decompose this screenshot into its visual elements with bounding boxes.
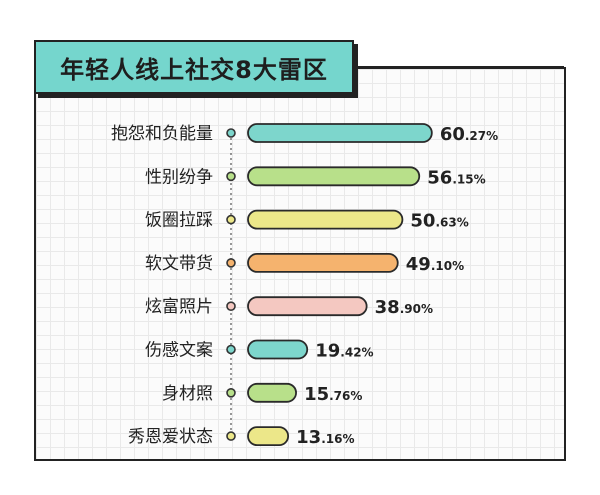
title-banner: 年轻人线上社交8大雷区: [34, 40, 354, 94]
category-dot: [226, 387, 236, 398]
category-label: 秀恩爱状态: [128, 427, 213, 447]
bar: [247, 252, 399, 273]
value-label: 56.15%: [427, 167, 485, 188]
category-label: 伤感文案: [145, 341, 213, 361]
value-label: 38.90%: [375, 297, 433, 318]
category-label: 软文带货: [145, 254, 213, 274]
bar: [247, 123, 433, 143]
category-dot: [226, 344, 236, 355]
category-dot: [226, 301, 236, 312]
value-label: 19.42%: [315, 341, 373, 362]
bar: [247, 339, 309, 360]
category-label: 炫富照片: [145, 297, 213, 317]
bar: [247, 382, 297, 403]
bar: [247, 166, 421, 187]
category-dot: [226, 431, 236, 441]
title-underline: [358, 66, 564, 68]
value-label: 60.27%: [440, 124, 498, 145]
category-dot: [226, 171, 236, 182]
value-label: 50.63%: [410, 211, 468, 232]
bar: [247, 209, 404, 230]
category-label: 抱怨和负能量: [111, 124, 213, 144]
category-label: 身材照: [162, 384, 213, 404]
value-label: 15.76%: [304, 384, 362, 405]
category-dot: [226, 128, 236, 138]
category-dot: [226, 258, 236, 268]
bar: [247, 296, 368, 317]
value-label: 13.16%: [296, 427, 354, 448]
category-label: 饭圈拉踩: [145, 211, 213, 231]
category-dot: [226, 214, 236, 225]
value-label: 49.10%: [406, 254, 464, 275]
bar: [247, 426, 290, 447]
category-label: 性别纷争: [145, 167, 213, 187]
chart-title: 年轻人线上社交8大雷区: [60, 55, 328, 84]
